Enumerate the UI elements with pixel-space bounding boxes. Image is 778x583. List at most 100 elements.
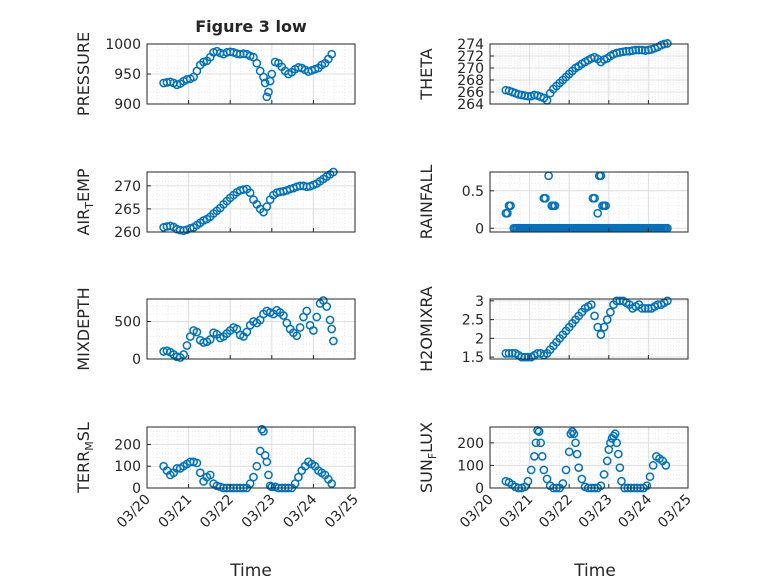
axes-box xyxy=(146,298,356,360)
y-tick-label: 100 xyxy=(114,459,141,475)
axes-box xyxy=(489,298,689,360)
data-point xyxy=(531,438,541,448)
data-point xyxy=(327,479,337,488)
data-point xyxy=(612,438,622,448)
data-point xyxy=(182,341,192,350)
y-axis-label: THETA xyxy=(417,48,436,100)
y-tick-label: 270 xyxy=(114,179,141,195)
data-point xyxy=(613,449,623,459)
y-tick-label: 950 xyxy=(114,67,141,83)
y-tick-label: 3 xyxy=(475,294,484,310)
data-point xyxy=(599,470,609,479)
data-point xyxy=(558,479,568,488)
axes-box xyxy=(489,426,689,489)
data-point xyxy=(610,429,620,439)
data-point xyxy=(252,461,262,471)
axes-box xyxy=(146,171,356,233)
data-point xyxy=(259,427,268,436)
y-tick-label: 268 xyxy=(457,73,484,89)
data-point xyxy=(642,481,652,491)
y-axis-label: AIRTEMP xyxy=(74,168,96,235)
data-point xyxy=(245,188,255,198)
data-point xyxy=(637,304,647,313)
data-point xyxy=(615,463,625,473)
data-point xyxy=(327,49,337,59)
data-point xyxy=(523,476,533,486)
y-tick-label: 1000 xyxy=(105,37,141,53)
minor-grid xyxy=(489,172,689,232)
data-point xyxy=(192,327,202,337)
data-point xyxy=(596,481,606,491)
data-point xyxy=(606,438,615,448)
subplot-mixdepth: 0 500 MIXDEPTH xyxy=(74,287,356,371)
y-tick-label: 2.5 xyxy=(462,313,484,329)
y-tick-label: 266 xyxy=(457,85,484,101)
data-point xyxy=(661,461,671,470)
y-tick-label: 274 xyxy=(457,37,484,53)
axes-box xyxy=(146,426,356,489)
data-points xyxy=(159,46,337,102)
data-point xyxy=(634,45,644,55)
y-tick-label: 0 xyxy=(475,481,484,497)
y-tick-label: 0 xyxy=(132,352,141,368)
data-point xyxy=(329,336,338,346)
data-point xyxy=(520,352,530,362)
data-point xyxy=(279,311,288,320)
data-point xyxy=(631,45,641,55)
data-point xyxy=(262,92,272,102)
data-point xyxy=(593,322,603,332)
data-point xyxy=(501,349,511,358)
y-tick-label: 272 xyxy=(457,49,484,65)
subplot-h2omixra: 1.5 2 2.5 3 H2OMIXRA xyxy=(417,286,689,372)
data-point xyxy=(252,58,262,68)
y-tick-label: 270 xyxy=(457,61,484,77)
data-point xyxy=(322,302,332,311)
data-points xyxy=(501,426,671,493)
y-tick-label: 200 xyxy=(114,437,141,453)
data-point xyxy=(590,311,599,321)
data-point xyxy=(612,296,622,306)
y-tick-label: 900 xyxy=(114,97,141,113)
data-point xyxy=(260,78,270,88)
data-point xyxy=(312,312,322,322)
data-point xyxy=(618,47,628,57)
data-points xyxy=(159,296,338,362)
data-point xyxy=(602,456,612,466)
data-point xyxy=(572,449,582,459)
data-point xyxy=(550,201,560,211)
data-point xyxy=(593,208,603,218)
data-point xyxy=(294,472,303,482)
data-point xyxy=(517,352,527,362)
data-point xyxy=(648,461,658,470)
x-axis-label-left: Time xyxy=(229,561,272,581)
y-axis-label: RAINFALL xyxy=(417,165,436,240)
subplot-pressure: 900 950 1000 PRESSURE xyxy=(74,32,356,116)
y-tick-label: 265 xyxy=(114,202,141,218)
data-point xyxy=(205,470,215,480)
data-point xyxy=(267,69,277,79)
data-point xyxy=(520,91,530,100)
data-point xyxy=(205,335,215,344)
data-point xyxy=(596,330,606,339)
data-point xyxy=(255,446,265,456)
y-tick-label: 500 xyxy=(114,315,141,331)
data-point xyxy=(628,46,637,55)
minor-grid xyxy=(489,427,689,489)
data-point xyxy=(602,315,612,324)
y-tick-label: 264 xyxy=(457,97,484,113)
data-point xyxy=(569,429,579,439)
y-axis-label: PRESSURE xyxy=(74,32,93,116)
data-point xyxy=(295,323,305,332)
data-point xyxy=(536,438,546,448)
data-point xyxy=(504,349,514,358)
data-point xyxy=(506,201,515,211)
data-point xyxy=(257,424,267,434)
data-point xyxy=(577,474,587,484)
axes-box xyxy=(489,171,689,233)
figure-title: Figure 3 low xyxy=(195,17,307,36)
subplot-air-temp: 260 265 270 AIRTEMP xyxy=(74,167,356,241)
y-tick-label: 200 xyxy=(457,436,484,452)
data-point xyxy=(292,331,302,341)
data-point xyxy=(541,193,550,203)
